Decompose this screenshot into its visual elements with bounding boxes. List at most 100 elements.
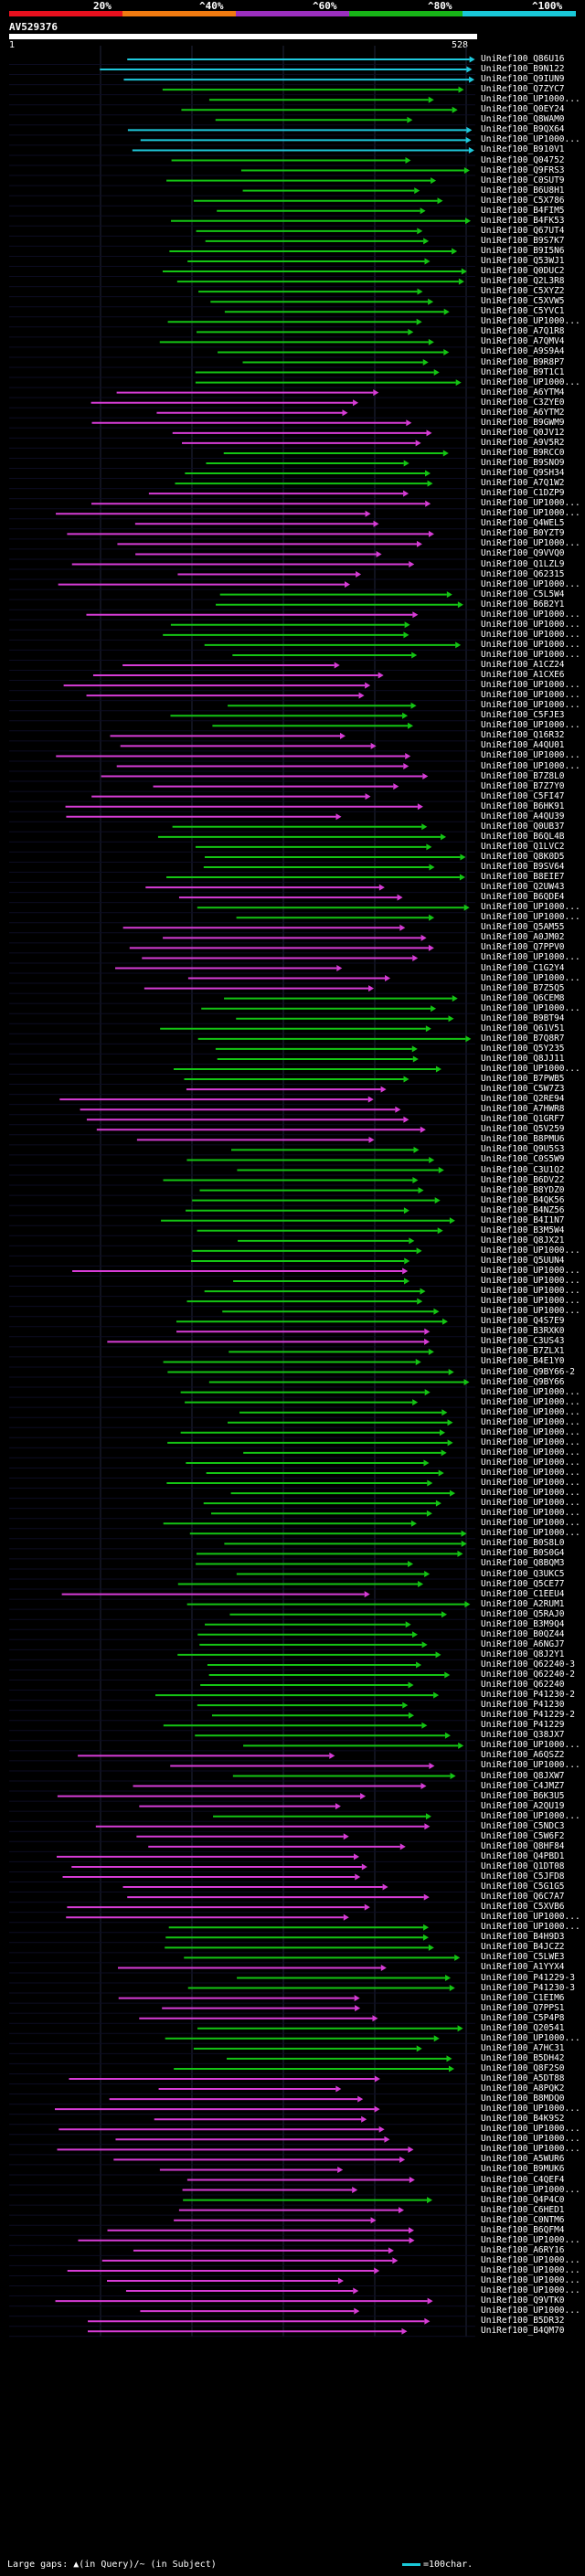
hit-label[interactable]: UniRef100_Q53WJ1 — [481, 256, 565, 266]
hit-alignment-bar[interactable] — [162, 2005, 361, 2012]
hit-label[interactable]: UniRef100_C3U1Q2 — [481, 1164, 565, 1175]
hit-alignment-bar[interactable] — [178, 894, 403, 901]
hit-alignment-bar[interactable] — [115, 2136, 390, 2143]
hit-alignment-bar[interactable] — [236, 914, 435, 921]
hit-label[interactable]: UniRef100_C3US43 — [481, 1336, 565, 1347]
hit-label[interactable]: UniRef100_Q62240 — [481, 1680, 565, 1691]
hit-alignment-bar[interactable] — [66, 813, 342, 821]
hit-label[interactable]: UniRef100_Q38JX7 — [481, 1730, 565, 1741]
hit-label[interactable]: UniRef100_UP1000... — [481, 2124, 580, 2135]
hit-label[interactable]: UniRef100_B4QK56 — [481, 1194, 565, 1205]
hit-alignment-bar[interactable] — [118, 1964, 387, 1971]
hit-label[interactable]: UniRef100_Q0EY24 — [481, 104, 565, 115]
hit-label[interactable]: UniRef100_A6YTM4 — [481, 387, 565, 398]
hit-alignment-bar[interactable] — [109, 2095, 364, 2103]
hit-label[interactable]: UniRef100_Q4PBD1 — [481, 1850, 565, 1861]
hit-alignment-bar[interactable] — [204, 1288, 426, 1295]
hit-label[interactable]: UniRef100_A7Q1R8 — [481, 326, 565, 337]
hit-alignment-bar[interactable] — [170, 1762, 435, 1769]
hit-alignment-bar[interactable] — [172, 429, 432, 437]
hit-alignment-bar[interactable] — [57, 2146, 414, 2153]
hit-label[interactable]: UniRef100_UP1000... — [481, 1416, 580, 1427]
hit-label[interactable]: UniRef100_B6QFM4 — [481, 2224, 565, 2235]
hit-alignment-bar[interactable] — [210, 298, 434, 305]
hit-label[interactable]: UniRef100_Q5CE77 — [481, 1578, 565, 1589]
hit-label[interactable]: UniRef100_UP1000... — [481, 2275, 580, 2285]
hit-label[interactable]: UniRef100_Q1LVC2 — [481, 841, 565, 852]
hit-alignment-bar[interactable] — [239, 1409, 448, 1416]
hit-alignment-bar[interactable] — [197, 904, 470, 911]
hit-alignment-bar[interactable] — [174, 2217, 377, 2224]
hit-alignment-bar[interactable] — [163, 1722, 428, 1729]
hit-label[interactable]: UniRef100_Q0JV12 — [481, 427, 565, 438]
hit-alignment-bar[interactable] — [185, 1399, 419, 1406]
hit-alignment-bar[interactable] — [118, 1995, 360, 2002]
hit-alignment-bar[interactable] — [167, 318, 422, 325]
hit-alignment-bar[interactable] — [133, 2247, 394, 2254]
hit-alignment-bar[interactable] — [88, 2317, 431, 2325]
hit-label[interactable]: UniRef100_Q8BQM3 — [481, 1558, 565, 1569]
hit-alignment-bar[interactable] — [136, 1833, 349, 1840]
hit-label[interactable]: UniRef100_Q86U16 — [481, 54, 565, 64]
hit-label[interactable]: UniRef100_A6RY16 — [481, 2244, 565, 2255]
hit-label[interactable]: UniRef100_A9V5R2 — [481, 437, 565, 448]
hit-label[interactable]: UniRef100_B7Z7Y0 — [481, 780, 565, 791]
hit-label[interactable]: UniRef100_C5L5W4 — [481, 588, 565, 599]
hit-label[interactable]: UniRef100_P41229-3 — [481, 1972, 575, 1983]
hit-label[interactable]: UniRef100_UP1000... — [481, 902, 580, 913]
hit-alignment-bar[interactable] — [197, 1631, 418, 1638]
hit-label[interactable]: UniRef100_C5W6F2 — [481, 1830, 565, 1841]
hit-label[interactable]: UniRef100_B5DR32 — [481, 2316, 565, 2327]
hit-alignment-bar[interactable] — [184, 1954, 461, 1961]
hit-label[interactable]: UniRef100_C5FI47 — [481, 790, 565, 801]
hit-alignment-bar[interactable] — [110, 732, 346, 739]
hit-label[interactable]: UniRef100_UP1000... — [481, 2264, 580, 2275]
hit-label[interactable]: UniRef100_UP1000... — [481, 538, 580, 549]
hit-label[interactable]: UniRef100_UP1000... — [481, 2306, 580, 2316]
hit-label[interactable]: UniRef100_B8EIE7 — [481, 872, 565, 883]
hit-alignment-bar[interactable] — [237, 1167, 444, 1173]
hit-label[interactable]: UniRef100_UP1000... — [481, 316, 580, 327]
hit-alignment-bar[interactable] — [154, 2115, 367, 2123]
hit-label[interactable]: UniRef100_UP1000... — [481, 134, 580, 145]
hit-alignment-bar[interactable] — [201, 1005, 437, 1012]
hit-label[interactable]: UniRef100_B9GWM9 — [481, 417, 565, 428]
hit-label[interactable]: UniRef100_B9MUK6 — [481, 2164, 565, 2175]
hit-label[interactable]: UniRef100_B4K9S2 — [481, 2114, 565, 2125]
hit-label[interactable]: UniRef100_B6U8H1 — [481, 185, 565, 196]
hit-alignment-bar[interactable] — [170, 621, 410, 629]
hit-alignment-bar[interactable] — [191, 1257, 410, 1265]
hit-alignment-bar[interactable] — [161, 1217, 455, 1224]
hit-label[interactable]: UniRef100_Q62315 — [481, 568, 565, 579]
hit-alignment-bar[interactable] — [158, 2085, 342, 2093]
hit-label[interactable]: UniRef100_UP1000... — [481, 2285, 580, 2296]
hit-alignment-bar[interactable] — [116, 389, 379, 397]
hit-label[interactable]: UniRef100_UP1000... — [481, 972, 580, 983]
hit-alignment-bar[interactable] — [107, 2227, 414, 2234]
hit-alignment-bar[interactable] — [123, 76, 475, 83]
hit-alignment-bar[interactable] — [181, 106, 458, 113]
hit-label[interactable]: UniRef100_UP1000... — [481, 1426, 580, 1437]
hit-label[interactable]: UniRef100_B4FK53 — [481, 215, 565, 226]
hit-alignment-bar[interactable] — [162, 268, 467, 275]
hit-alignment-bar[interactable] — [195, 843, 432, 851]
hit-label[interactable]: UniRef100_Q8F2S0 — [481, 2062, 565, 2073]
hit-label[interactable]: UniRef100_UP1000... — [481, 1396, 580, 1407]
hit-label[interactable]: UniRef100_Q0UB37 — [481, 821, 565, 832]
hit-label[interactable]: UniRef100_A1CXE6 — [481, 670, 565, 681]
hit-label[interactable]: UniRef100_UP1000... — [481, 498, 580, 509]
hit-label[interactable]: UniRef100_Q16R32 — [481, 730, 565, 741]
hit-label[interactable]: UniRef100_B7Q8R7 — [481, 1033, 565, 1044]
hit-alignment-bar[interactable] — [140, 136, 472, 143]
hit-alignment-bar[interactable] — [186, 1086, 387, 1093]
hit-alignment-bar[interactable] — [127, 56, 475, 63]
hit-alignment-bar[interactable] — [86, 692, 365, 699]
hit-alignment-bar[interactable] — [62, 1873, 361, 1881]
hit-alignment-bar[interactable] — [55, 2297, 433, 2305]
hit-label[interactable]: UniRef100_UP1000... — [481, 1276, 580, 1287]
hit-label[interactable]: UniRef100_C5JFD8 — [481, 1871, 565, 1882]
hit-label[interactable]: UniRef100_B3M5W4 — [481, 1224, 565, 1235]
hit-label[interactable]: UniRef100_UP1000... — [481, 750, 580, 761]
hit-alignment-bar[interactable] — [135, 550, 382, 557]
hit-label[interactable]: UniRef100_Q7ZYC7 — [481, 84, 565, 95]
